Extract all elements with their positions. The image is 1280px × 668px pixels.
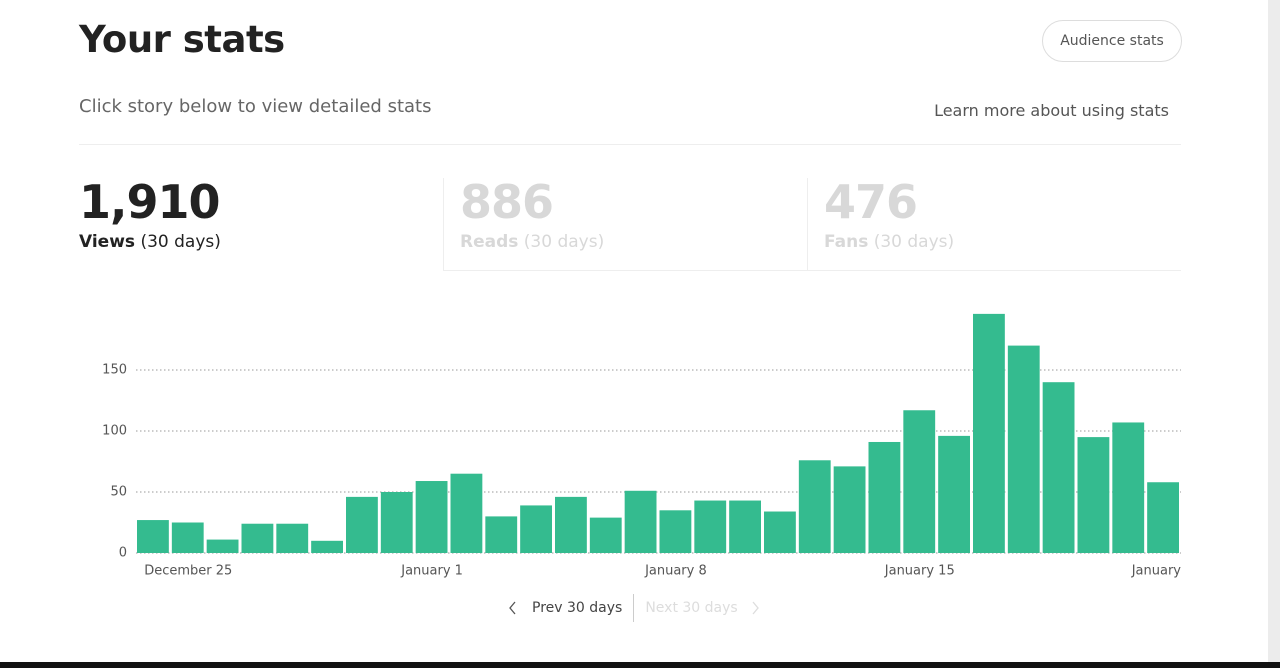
- chart: 0 50 100 150 December 25 January 1 January 8 Ja…: [102, 313, 1182, 579]
- bar: [206, 539, 239, 553]
- stat-label: Reads (30 days): [460, 232, 807, 252]
- y-tick-label: 50: [110, 485, 127, 500]
- bar: [833, 466, 866, 553]
- bottom-bar: [0, 662, 1280, 668]
- stat-label: Views (30 days): [79, 232, 443, 252]
- x-tick-label: January 1: [400, 564, 463, 579]
- bar: [798, 460, 831, 553]
- bar: [415, 481, 448, 553]
- stat-name: Reads: [460, 232, 519, 252]
- x-tick-label: January: [1131, 564, 1182, 579]
- pager-divider: [633, 594, 635, 622]
- bar: [868, 441, 901, 553]
- fans-tab[interactable]: 476 Fans (30 days): [807, 178, 1181, 271]
- stat-name: Views: [79, 232, 136, 252]
- bar: [555, 496, 587, 553]
- bar: [346, 496, 378, 553]
- audience-stats-button[interactable]: Audience stats: [1042, 20, 1182, 62]
- subtitle: Click story below to view detailed stats: [79, 96, 432, 117]
- bar: [764, 511, 796, 553]
- x-tick-label: December 25: [144, 564, 232, 579]
- x-tick-label: January 8: [644, 564, 707, 579]
- bar: [311, 540, 343, 553]
- y-tick-label: 150: [102, 363, 127, 378]
- bar: [1042, 382, 1075, 553]
- stat-period: (30 days): [140, 232, 221, 252]
- bar: [938, 435, 970, 553]
- bar: [241, 523, 274, 553]
- learn-more-link[interactable]: Learn more about using stats: [934, 101, 1169, 120]
- page-title: Your stats: [79, 18, 285, 61]
- bar: [137, 520, 169, 553]
- stat-value: 886: [460, 175, 554, 229]
- prev-button[interactable]: Prev 30 days: [532, 600, 623, 616]
- stat-value: 476: [824, 175, 918, 229]
- bar: [276, 523, 309, 553]
- bar: [485, 516, 518, 553]
- bar: [171, 522, 204, 553]
- stat-period: (30 days): [523, 232, 605, 252]
- y-tick-label: 100: [102, 424, 127, 439]
- bar: [973, 313, 1005, 553]
- reads-tab[interactable]: 886 Reads (30 days): [443, 178, 807, 271]
- bar: [520, 505, 552, 553]
- prev-chevron: [509, 601, 516, 615]
- divider: [79, 144, 1181, 145]
- next-button: Next 30 days: [645, 600, 738, 616]
- stat-period: (30 days): [873, 232, 955, 252]
- bar: [1112, 422, 1145, 553]
- bar: [624, 490, 657, 553]
- stat-label: Fans (30 days): [824, 232, 1181, 252]
- bar: [1007, 345, 1040, 553]
- y-tick-label: 0: [119, 546, 127, 561]
- next-chevron: [752, 601, 759, 615]
- views-tab[interactable]: 1,910 Views (30 days): [79, 178, 443, 270]
- bar: [380, 492, 413, 553]
- pager: Prev 30 days Next 30 days: [508, 594, 760, 622]
- bar: [729, 500, 761, 553]
- stat-value: 1,910: [79, 175, 221, 229]
- x-tick-label: January 15: [884, 564, 955, 579]
- bar: [589, 517, 622, 553]
- bar: [450, 473, 483, 553]
- bar: [1147, 482, 1179, 553]
- bar: [1077, 437, 1110, 553]
- bar: [903, 410, 936, 553]
- stat-name: Fans: [824, 232, 869, 252]
- bar: [659, 510, 692, 553]
- bar: [694, 500, 727, 553]
